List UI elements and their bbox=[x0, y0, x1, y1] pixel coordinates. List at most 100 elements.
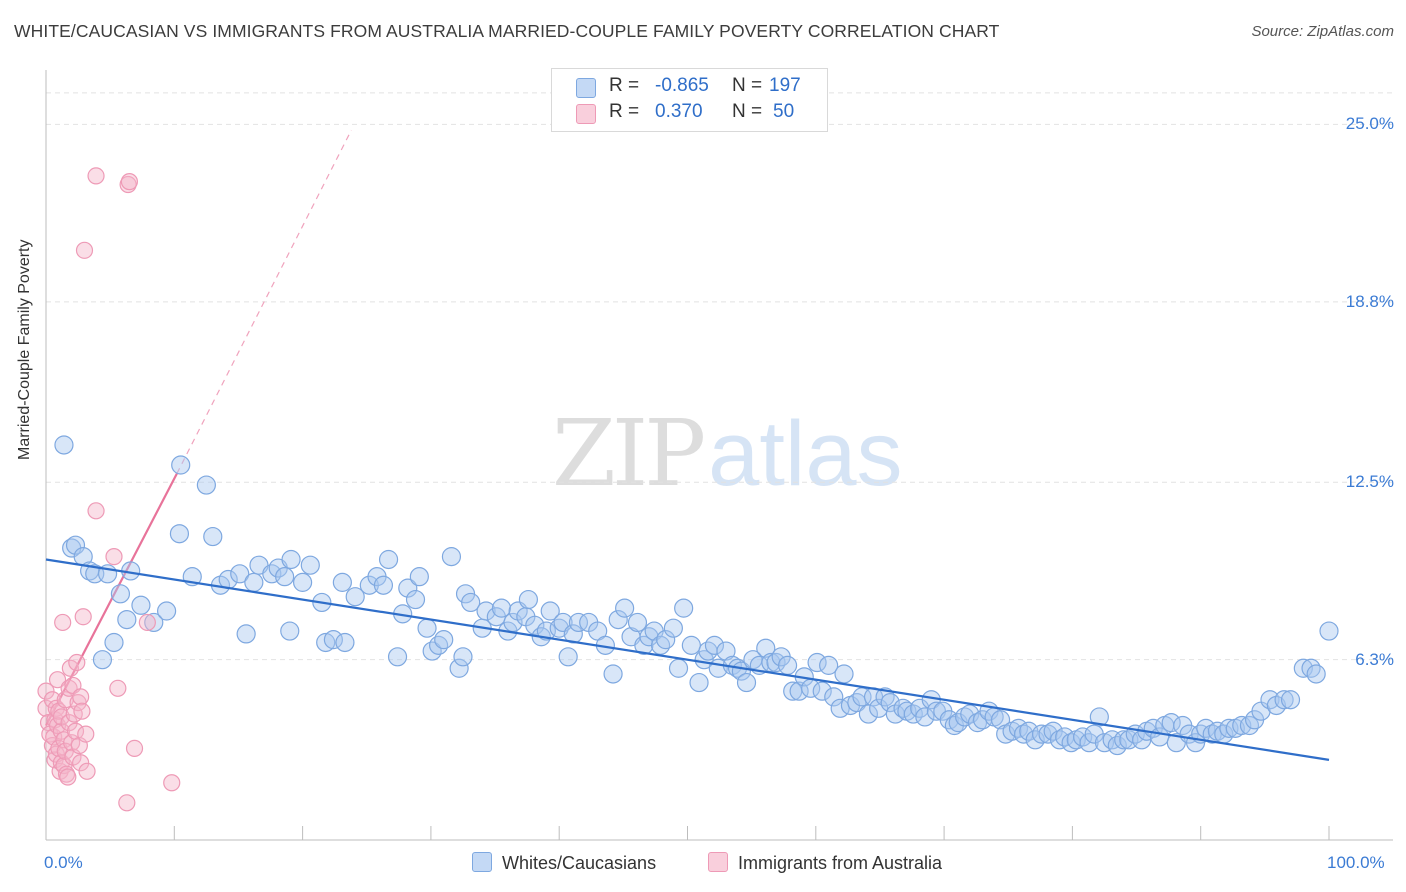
legend-r-value: 0.370 bbox=[655, 101, 703, 122]
bottom-legend-whites: Whites/Caucasians bbox=[472, 852, 656, 874]
point-whites bbox=[1301, 658, 1321, 678]
point-whites bbox=[405, 589, 426, 610]
point-whites bbox=[378, 549, 399, 570]
point-whites bbox=[434, 630, 454, 650]
point-whites bbox=[428, 635, 449, 655]
point-whites bbox=[736, 672, 757, 693]
point-whites bbox=[689, 672, 709, 693]
point-whites bbox=[518, 589, 539, 610]
point-whites bbox=[230, 564, 250, 584]
point-australia bbox=[57, 765, 76, 783]
point-whites bbox=[323, 630, 343, 650]
legend-n-label: N = bbox=[732, 101, 763, 122]
point-whites bbox=[275, 567, 295, 587]
trend-lines-whites bbox=[45, 558, 1330, 761]
point-whites bbox=[398, 578, 418, 598]
point-whites bbox=[777, 655, 798, 675]
point-whites bbox=[615, 598, 635, 618]
point-whites bbox=[1161, 713, 1181, 733]
point-whites bbox=[915, 707, 935, 727]
watermark-zip: ZIP bbox=[552, 400, 706, 507]
chart-title: WHITE/CAUCASIAN VS IMMIGRANTS FROM AUSTR… bbox=[14, 21, 1000, 41]
point-whites bbox=[766, 652, 786, 673]
point-whites bbox=[663, 618, 683, 638]
point-australia bbox=[119, 175, 137, 194]
point-whites bbox=[453, 647, 473, 667]
point-whites bbox=[293, 572, 313, 592]
trend-lines-australia bbox=[45, 129, 352, 727]
point-australia bbox=[138, 613, 156, 632]
point-whites bbox=[716, 641, 736, 661]
point-australia bbox=[48, 671, 67, 689]
point-whites bbox=[131, 595, 151, 615]
y-tick-label: 12.5% bbox=[1345, 472, 1394, 492]
source-label: Source: ZipAtlas.com bbox=[1251, 23, 1394, 40]
legend-r-label: R = bbox=[609, 75, 640, 96]
legend-swatch-australia bbox=[576, 104, 596, 124]
legend-r-label: R = bbox=[609, 101, 640, 122]
point-whites bbox=[681, 635, 701, 655]
point-whites bbox=[1239, 715, 1260, 736]
point-whites bbox=[236, 624, 256, 644]
point-australia bbox=[163, 774, 181, 792]
legend-n-label: N = bbox=[732, 75, 763, 96]
point-australia bbox=[109, 679, 127, 697]
point-whites bbox=[280, 621, 300, 641]
point-whites bbox=[387, 647, 408, 667]
point-whites bbox=[244, 572, 264, 592]
bottom-legend-swatch-australia bbox=[708, 852, 728, 872]
point-australia bbox=[78, 762, 96, 780]
point-australia bbox=[87, 502, 105, 520]
point-australia bbox=[105, 548, 123, 566]
point-whites bbox=[449, 658, 469, 678]
point-whites bbox=[54, 435, 74, 455]
point-whites bbox=[674, 598, 694, 618]
point-whites bbox=[789, 681, 809, 701]
point-whites bbox=[1032, 724, 1052, 744]
legend-swatch-whites bbox=[576, 78, 596, 98]
point-whites bbox=[1274, 690, 1294, 710]
trendline-australia bbox=[45, 473, 178, 727]
point-whites bbox=[461, 592, 481, 613]
point-whites bbox=[441, 547, 462, 567]
point-australia bbox=[72, 688, 90, 706]
point-whites bbox=[627, 612, 648, 633]
point-whites bbox=[834, 664, 854, 684]
point-australia bbox=[74, 608, 92, 626]
point-whites bbox=[704, 635, 725, 655]
point-australia bbox=[60, 714, 78, 732]
point-australia bbox=[120, 173, 138, 191]
point-whites bbox=[656, 630, 676, 650]
legend-row-australia: R = 0.370 N = 50 bbox=[552, 101, 827, 127]
point-whites bbox=[1038, 724, 1058, 744]
point-whites bbox=[540, 601, 560, 621]
y-tick-label: 6.3% bbox=[1355, 649, 1394, 669]
point-whites bbox=[117, 609, 137, 630]
point-whites bbox=[316, 632, 336, 653]
point-whites bbox=[1089, 707, 1109, 727]
point-whites bbox=[335, 632, 355, 653]
point-whites bbox=[756, 638, 776, 658]
point-whites bbox=[345, 587, 365, 607]
legend-row-whites: R = -0.865 N = 197 bbox=[552, 75, 827, 101]
point-australia bbox=[87, 167, 105, 185]
x-tick-label-max: 100.0% bbox=[1327, 853, 1385, 872]
point-whites bbox=[417, 618, 437, 638]
y-tick-label: 25.0% bbox=[1345, 114, 1394, 134]
watermark: ZIPatlas bbox=[552, 400, 903, 507]
points-australia bbox=[37, 167, 181, 812]
point-australia bbox=[68, 653, 86, 672]
point-whites bbox=[608, 609, 628, 630]
point-whites bbox=[171, 455, 191, 475]
point-whites bbox=[169, 524, 190, 544]
point-whites bbox=[824, 687, 844, 707]
point-whites bbox=[819, 655, 839, 675]
bottom-legend-label-australia: Immigrants from Australia bbox=[738, 853, 943, 873]
bottom-legend-label-whites: Whites/Caucasians bbox=[502, 853, 657, 873]
point-whites bbox=[144, 612, 164, 633]
point-whites bbox=[110, 584, 131, 604]
point-whites bbox=[104, 632, 124, 653]
point-whites bbox=[92, 650, 113, 670]
legend-n-value: 197 bbox=[769, 75, 801, 96]
